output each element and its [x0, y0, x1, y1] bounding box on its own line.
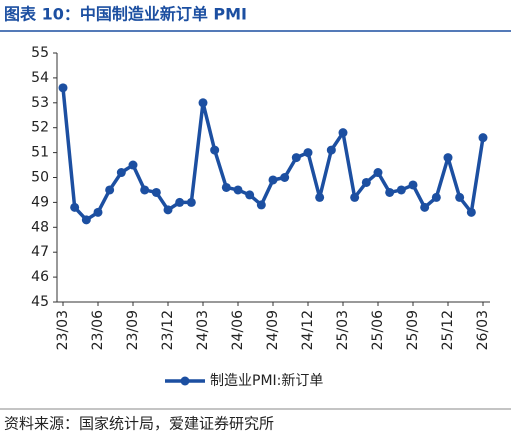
- x-tick-label: 25/12: [440, 310, 456, 350]
- point: [151, 187, 161, 197]
- point: [373, 168, 383, 178]
- x-tick-label: 26/03: [475, 310, 491, 350]
- y-tick-label: 48: [31, 219, 49, 235]
- point: [466, 207, 476, 217]
- y-tick-label: 53: [31, 95, 49, 111]
- point: [116, 168, 126, 178]
- source: 资料来源：国家统计局，爱建证券研究所: [4, 415, 274, 433]
- point: [186, 197, 196, 207]
- x-tick-label: 25/09: [405, 310, 421, 350]
- y-tick-label: 55: [31, 45, 49, 61]
- point: [140, 185, 150, 195]
- point: [93, 207, 103, 217]
- point: [303, 148, 313, 158]
- y-tick-label: 47: [31, 244, 49, 260]
- x-tick-label: 24/09: [265, 310, 281, 350]
- point: [256, 200, 266, 210]
- x-tick-label: 23/12: [160, 310, 176, 350]
- chart-title: 图表 10：中国制造业新订单 PMI: [4, 5, 247, 24]
- point: [443, 153, 453, 163]
- point: [70, 202, 80, 212]
- point: [128, 160, 138, 170]
- point: [420, 202, 430, 212]
- point: [81, 215, 91, 225]
- point: [245, 190, 255, 200]
- point: [210, 145, 220, 155]
- x-tick-label: 24/03: [195, 310, 211, 350]
- legend-marker: [180, 376, 190, 386]
- point: [455, 192, 465, 202]
- point: [350, 192, 360, 202]
- x-tick-label: 23/03: [55, 310, 71, 350]
- x-tick-label: 25/06: [370, 310, 386, 350]
- point: [58, 83, 68, 93]
- point: [163, 205, 173, 215]
- y-tick-label: 46: [31, 269, 49, 285]
- point: [291, 153, 301, 163]
- point: [396, 185, 406, 195]
- y-tick-label: 51: [31, 145, 49, 161]
- y-tick-label: 54: [31, 70, 49, 86]
- x-tick-label: 24/12: [300, 310, 316, 350]
- point: [198, 98, 208, 108]
- legend-label: 制造业PMI:新订单: [210, 373, 323, 389]
- point: [385, 187, 395, 197]
- point: [175, 197, 185, 207]
- x-tick-label: 24/06: [230, 310, 246, 350]
- point: [105, 185, 115, 195]
- point: [221, 182, 231, 192]
- point: [361, 177, 371, 187]
- point: [326, 145, 336, 155]
- point: [338, 128, 348, 138]
- series-line: [61, 87, 485, 222]
- point: [408, 180, 418, 190]
- y-tick-label: 45: [31, 294, 49, 310]
- y-tick-label: 49: [31, 194, 49, 210]
- x-tick-label: 25/03: [335, 310, 351, 350]
- y-tick-label: 52: [31, 120, 49, 136]
- point: [280, 173, 290, 182]
- point: [268, 175, 278, 185]
- x-tick-label: 23/06: [90, 310, 106, 350]
- point: [431, 192, 441, 202]
- point: [233, 185, 243, 195]
- x-tick-label: 23/09: [125, 310, 141, 350]
- point: [315, 192, 325, 202]
- point: [478, 133, 488, 143]
- y-tick-label: 50: [31, 170, 49, 186]
